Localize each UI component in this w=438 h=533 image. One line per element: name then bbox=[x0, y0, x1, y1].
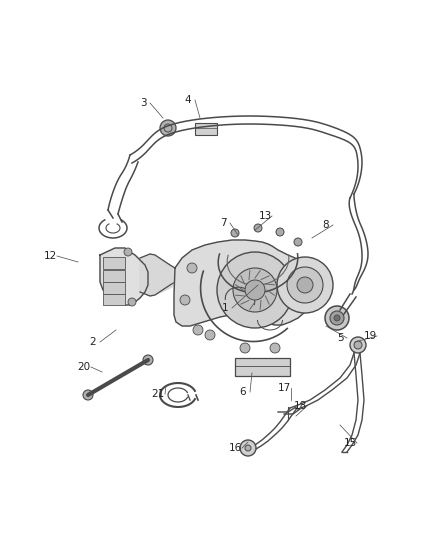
Text: 21: 21 bbox=[152, 389, 165, 399]
Circle shape bbox=[193, 325, 203, 335]
Circle shape bbox=[297, 277, 313, 293]
Text: 6: 6 bbox=[240, 387, 246, 397]
Text: 19: 19 bbox=[364, 331, 377, 341]
Circle shape bbox=[217, 252, 293, 328]
Circle shape bbox=[143, 355, 153, 365]
Circle shape bbox=[180, 295, 190, 305]
Circle shape bbox=[350, 337, 366, 353]
Circle shape bbox=[231, 229, 239, 237]
Text: 8: 8 bbox=[323, 220, 329, 230]
Circle shape bbox=[334, 315, 340, 321]
Text: 13: 13 bbox=[258, 211, 272, 221]
Circle shape bbox=[354, 341, 362, 349]
Bar bbox=[103, 294, 125, 305]
Circle shape bbox=[245, 280, 265, 300]
Text: 20: 20 bbox=[78, 362, 91, 372]
Circle shape bbox=[124, 248, 132, 256]
Bar bbox=[103, 282, 125, 294]
Circle shape bbox=[205, 330, 215, 340]
Circle shape bbox=[233, 268, 277, 312]
Circle shape bbox=[330, 311, 344, 325]
Text: 2: 2 bbox=[90, 337, 96, 347]
Circle shape bbox=[276, 228, 284, 236]
Text: 5: 5 bbox=[337, 333, 343, 343]
Bar bbox=[103, 270, 125, 282]
Text: 3: 3 bbox=[140, 98, 146, 108]
Circle shape bbox=[325, 306, 349, 330]
Text: 12: 12 bbox=[43, 251, 57, 261]
Text: 16: 16 bbox=[228, 443, 242, 453]
Text: 15: 15 bbox=[343, 438, 357, 448]
Text: 1: 1 bbox=[222, 303, 228, 313]
Circle shape bbox=[254, 224, 262, 232]
Circle shape bbox=[270, 343, 280, 353]
Text: 4: 4 bbox=[185, 95, 191, 105]
Polygon shape bbox=[140, 254, 175, 296]
Circle shape bbox=[83, 390, 93, 400]
Circle shape bbox=[287, 267, 323, 303]
Circle shape bbox=[128, 298, 136, 306]
Circle shape bbox=[187, 263, 197, 273]
FancyBboxPatch shape bbox=[195, 123, 217, 135]
Bar bbox=[103, 257, 125, 269]
Circle shape bbox=[294, 238, 302, 246]
Text: 7: 7 bbox=[220, 218, 226, 228]
Circle shape bbox=[245, 445, 251, 451]
Circle shape bbox=[277, 257, 333, 313]
Circle shape bbox=[160, 120, 176, 136]
Circle shape bbox=[240, 440, 256, 456]
Text: 17: 17 bbox=[277, 383, 291, 393]
Polygon shape bbox=[100, 248, 148, 305]
Polygon shape bbox=[174, 240, 315, 326]
FancyBboxPatch shape bbox=[235, 358, 290, 376]
Circle shape bbox=[240, 343, 250, 353]
Text: 18: 18 bbox=[293, 401, 307, 411]
